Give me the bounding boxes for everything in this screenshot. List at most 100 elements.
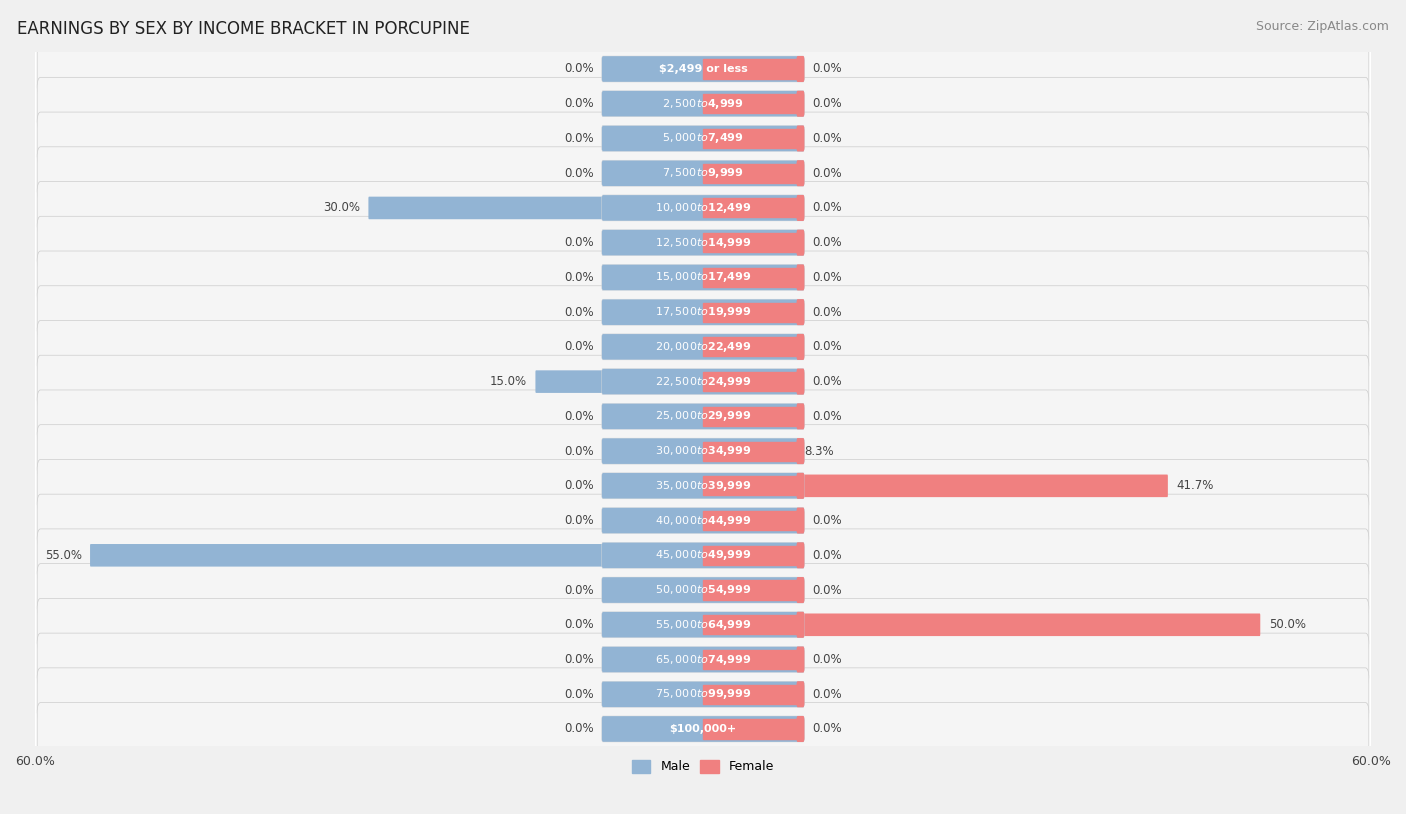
FancyBboxPatch shape — [37, 633, 1369, 686]
FancyBboxPatch shape — [703, 614, 1260, 636]
FancyBboxPatch shape — [797, 265, 804, 291]
Text: 30.0%: 30.0% — [323, 201, 360, 214]
Bar — [703, 164, 803, 183]
Text: $75,000 to $99,999: $75,000 to $99,999 — [655, 687, 751, 701]
Text: $25,000 to $29,999: $25,000 to $29,999 — [655, 409, 751, 423]
Text: 0.0%: 0.0% — [564, 167, 593, 180]
FancyBboxPatch shape — [602, 90, 804, 116]
Bar — [703, 268, 803, 287]
FancyBboxPatch shape — [703, 440, 796, 462]
FancyBboxPatch shape — [602, 369, 804, 395]
FancyBboxPatch shape — [602, 577, 804, 603]
Text: EARNINGS BY SEX BY INCOME BRACKET IN PORCUPINE: EARNINGS BY SEX BY INCOME BRACKET IN POR… — [17, 20, 470, 38]
Text: 55.0%: 55.0% — [45, 549, 82, 562]
Bar — [35, 295, 1371, 330]
Text: 0.0%: 0.0% — [564, 97, 593, 110]
FancyBboxPatch shape — [37, 147, 1369, 199]
Bar — [35, 190, 1371, 225]
Text: $12,500 to $14,999: $12,500 to $14,999 — [655, 236, 751, 250]
Text: 0.0%: 0.0% — [813, 305, 842, 318]
FancyBboxPatch shape — [602, 681, 804, 707]
FancyBboxPatch shape — [797, 646, 804, 672]
Text: 0.0%: 0.0% — [813, 63, 842, 76]
Bar — [703, 476, 803, 496]
Text: 0.0%: 0.0% — [813, 271, 842, 284]
Bar — [35, 677, 1371, 711]
Bar — [703, 580, 803, 600]
Text: 0.0%: 0.0% — [564, 479, 593, 492]
FancyBboxPatch shape — [37, 182, 1369, 234]
FancyBboxPatch shape — [602, 299, 804, 325]
Text: $55,000 to $64,999: $55,000 to $64,999 — [655, 618, 751, 632]
FancyBboxPatch shape — [602, 195, 804, 221]
Bar — [703, 199, 803, 217]
Bar — [35, 364, 1371, 399]
Bar — [703, 615, 803, 634]
Text: $30,000 to $34,999: $30,000 to $34,999 — [655, 444, 751, 458]
FancyBboxPatch shape — [797, 473, 804, 499]
FancyBboxPatch shape — [37, 563, 1369, 616]
FancyBboxPatch shape — [797, 577, 804, 603]
Bar — [35, 86, 1371, 121]
FancyBboxPatch shape — [602, 646, 804, 672]
Text: 0.0%: 0.0% — [813, 723, 842, 736]
FancyBboxPatch shape — [602, 612, 804, 638]
FancyBboxPatch shape — [797, 542, 804, 568]
Bar — [35, 538, 1371, 573]
Bar — [35, 711, 1371, 746]
Text: $65,000 to $74,999: $65,000 to $74,999 — [655, 653, 751, 667]
Text: 0.0%: 0.0% — [813, 653, 842, 666]
Bar — [35, 607, 1371, 642]
FancyBboxPatch shape — [797, 125, 804, 151]
FancyBboxPatch shape — [797, 612, 804, 638]
Text: 0.0%: 0.0% — [564, 236, 593, 249]
FancyBboxPatch shape — [37, 217, 1369, 269]
FancyBboxPatch shape — [37, 321, 1369, 374]
Bar — [35, 51, 1371, 86]
Bar — [703, 720, 803, 738]
Bar — [35, 260, 1371, 295]
Text: $40,000 to $44,999: $40,000 to $44,999 — [655, 514, 751, 527]
Text: Source: ZipAtlas.com: Source: ZipAtlas.com — [1256, 20, 1389, 33]
FancyBboxPatch shape — [602, 438, 804, 464]
Bar — [35, 121, 1371, 155]
Text: $100,000+: $100,000+ — [669, 724, 737, 734]
FancyBboxPatch shape — [797, 681, 804, 707]
Bar — [703, 129, 803, 148]
Text: 0.0%: 0.0% — [564, 723, 593, 736]
Bar — [703, 441, 803, 461]
Bar — [703, 94, 803, 113]
Text: 50.0%: 50.0% — [1268, 619, 1306, 632]
Text: $50,000 to $54,999: $50,000 to $54,999 — [655, 583, 751, 597]
FancyBboxPatch shape — [602, 334, 804, 360]
Text: $2,500 to $4,999: $2,500 to $4,999 — [662, 97, 744, 111]
Text: 0.0%: 0.0% — [813, 375, 842, 388]
FancyBboxPatch shape — [602, 542, 804, 568]
Text: 0.0%: 0.0% — [564, 584, 593, 597]
Bar — [35, 573, 1371, 607]
Bar — [703, 685, 803, 704]
FancyBboxPatch shape — [37, 77, 1369, 130]
Text: $20,000 to $22,499: $20,000 to $22,499 — [655, 340, 751, 354]
Text: 0.0%: 0.0% — [564, 132, 593, 145]
Bar — [703, 545, 803, 565]
Bar — [35, 155, 1371, 190]
FancyBboxPatch shape — [37, 425, 1369, 478]
Text: $17,500 to $19,999: $17,500 to $19,999 — [655, 305, 751, 319]
Text: 0.0%: 0.0% — [813, 132, 842, 145]
FancyBboxPatch shape — [37, 529, 1369, 582]
Bar — [703, 650, 803, 669]
Text: $5,000 to $7,499: $5,000 to $7,499 — [662, 132, 744, 146]
FancyBboxPatch shape — [797, 160, 804, 186]
FancyBboxPatch shape — [602, 403, 804, 430]
Bar — [703, 372, 803, 392]
Bar — [35, 434, 1371, 469]
FancyBboxPatch shape — [797, 230, 804, 256]
FancyBboxPatch shape — [602, 473, 804, 499]
Bar — [35, 330, 1371, 364]
FancyBboxPatch shape — [797, 299, 804, 325]
FancyBboxPatch shape — [37, 702, 1369, 755]
Bar — [35, 399, 1371, 434]
FancyBboxPatch shape — [37, 598, 1369, 651]
Text: 0.0%: 0.0% — [564, 514, 593, 527]
